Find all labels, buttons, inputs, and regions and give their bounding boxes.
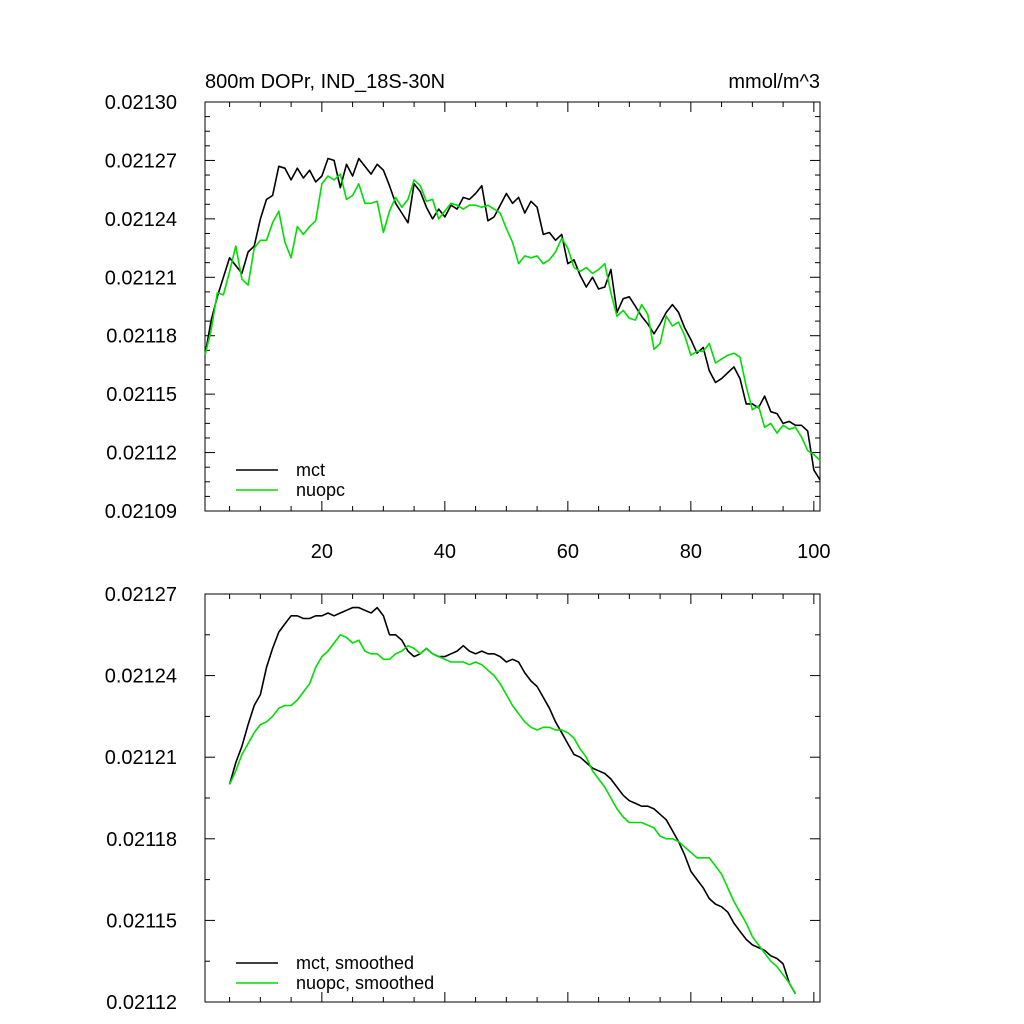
bottom-series-line-2 [228, 633, 797, 995]
bottom-y-tick-label: 0.02124 [105, 666, 177, 688]
bottom-legend-label-1: mct, smoothed [296, 953, 414, 973]
top-y-tick-label: 0.02112 [106, 443, 177, 465]
top-plot-frame [204, 101, 821, 512]
top-x-tick-label: 20 [311, 541, 333, 563]
top-y-tick-label: 0.02109 [105, 501, 177, 523]
top-y-tick-label: 0.02115 [106, 384, 177, 406]
bottom-panel: 0.02112 0.02115 0.02118 0.02121 0.02124 0.021… [105, 584, 821, 1014]
bottom-y-tick-label: 0.02118 [106, 829, 177, 851]
top-y-tick-label: 0.02127 [105, 150, 177, 172]
top-y-tick-label: 0.02121 [105, 267, 177, 289]
top-x-tick-label: 40 [434, 541, 456, 563]
top-series-line-2 [204, 173, 821, 461]
bottom-y-tick-label: 0.02121 [105, 747, 177, 769]
top-x-tick-label: 80 [680, 541, 702, 563]
top-series-line-1 [204, 157, 821, 481]
bottom-y-tick-label: 0.02127 [105, 584, 177, 606]
top-y-tick-label: 0.02130 [105, 92, 177, 114]
top-x-tick-label: 100 [797, 541, 830, 563]
top-chart-title: 800m DOPr, IND_18S-30N [205, 71, 445, 93]
bottom-legend-label-2: nuopc, smoothed [296, 973, 434, 993]
bottom-y-tick-label: 0.02112 [106, 992, 177, 1014]
top-x-tick-label: 60 [557, 541, 579, 563]
top-legend-label-2: nuopc [296, 480, 345, 500]
top-y-tick-label: 0.02118 [106, 326, 177, 348]
bottom-y-tick-label: 0.02115 [106, 910, 177, 932]
top-units-label: mmol/m^3 [728, 71, 820, 93]
top-legend-label-1: mct [296, 460, 325, 480]
bottom-series-line-1 [228, 606, 797, 995]
top-y-tick-label: 0.02124 [105, 209, 177, 231]
bottom-plot-frame [204, 593, 821, 1003]
top-panel: 20 40 60 80 100 0.02109 0.02112 0.02115 0.02118 0… [105, 71, 831, 563]
